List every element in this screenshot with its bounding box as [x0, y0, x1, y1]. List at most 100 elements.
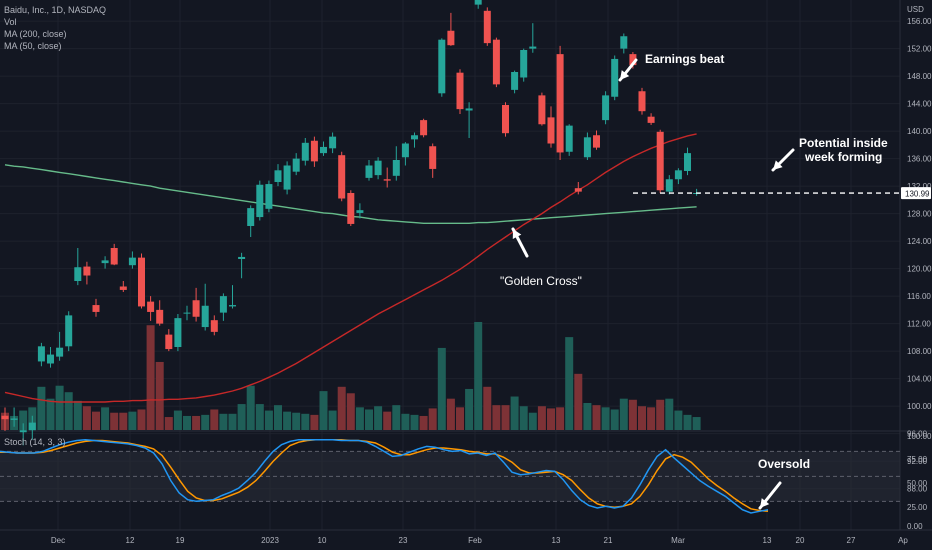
candle-body [538, 95, 546, 125]
volume-bar [255, 404, 264, 430]
time-tick: 13 [552, 536, 561, 545]
candle-body [593, 135, 600, 148]
candle-body [147, 301, 155, 312]
candle-body [201, 305, 209, 328]
volume-bar [574, 373, 583, 430]
candle-body [447, 30, 455, 46]
price-tick: 88.00 [907, 485, 928, 494]
stoch-pane: 100.00 75.00 50.00 25.00 0.00 [0, 432, 932, 531]
volume-bar [565, 337, 574, 430]
volume-bar [628, 399, 637, 430]
volume-bar [346, 393, 355, 430]
time-tick: 21 [604, 536, 613, 545]
candle-body [656, 131, 664, 191]
time-axis: Dec 12 19 2023 10 23 Feb 13 21 Mar 13 20 27 Ap [51, 536, 909, 545]
candle-body [101, 260, 109, 264]
time-tick: 2023 [261, 536, 279, 545]
candle-body [502, 105, 509, 134]
candle-body [492, 39, 500, 85]
volume-bar [692, 417, 701, 430]
arrow-head [620, 70, 630, 80]
candle-body [37, 346, 45, 362]
symbol-title: Baidu, Inc., 1D, NASDAQ [4, 5, 107, 15]
candle-body [128, 257, 136, 266]
candle-body [238, 256, 246, 259]
volume-bar [592, 405, 601, 430]
candle-body [210, 320, 218, 332]
chart-legend: Baidu, Inc., 1D, NASDAQ Vol MA (200, clo… [4, 4, 106, 52]
volume-bar [683, 414, 692, 430]
candle-body [92, 305, 100, 312]
annotation-inside-week: Potential inside [799, 136, 888, 150]
volume-bar [492, 405, 501, 430]
price-tick: 96.00 [907, 430, 928, 439]
volume-bar [219, 413, 228, 430]
volume-bar [210, 409, 219, 430]
candle-body [301, 142, 309, 161]
volume-bar [528, 412, 537, 430]
price-tick: 132.00 [907, 182, 932, 191]
candle-body [329, 136, 337, 149]
annotation-inside-week-2: week forming [804, 150, 882, 164]
volume-bar [647, 407, 656, 430]
arrow-head [760, 498, 770, 508]
candles [1, 0, 701, 446]
price-tick: 152.00 [907, 45, 932, 54]
price-tick: 148.00 [907, 72, 932, 81]
candle-body [674, 170, 682, 180]
candle-body [383, 179, 391, 181]
volume-bar [510, 396, 519, 430]
candle-body [465, 108, 473, 111]
volume-bar [674, 410, 683, 430]
volume-bar [638, 406, 646, 430]
candle-body [429, 146, 437, 169]
price-axis: USD88.0092.0096.00100.00104.00108.00112.… [633, 5, 932, 494]
volume-bar [119, 412, 128, 430]
volume-bar [101, 407, 110, 430]
volume-bar [201, 414, 210, 430]
time-tick: Ap [898, 536, 908, 545]
last-price-tag [901, 187, 931, 200]
volume-bar [192, 415, 201, 430]
candle-body [574, 188, 582, 192]
volume-bar [537, 406, 546, 430]
candle-body [156, 309, 164, 324]
annotation-golden-cross: "Golden Cross" [500, 274, 582, 288]
volume-bar [465, 388, 474, 430]
price-tick: 108.00 [907, 347, 932, 356]
volume-bar [437, 347, 446, 430]
volume-bar [428, 408, 437, 430]
price-tick: 116.00 [907, 292, 931, 301]
candle-body [356, 210, 364, 213]
volume-bar [355, 407, 364, 430]
price-tick: 156.00 [907, 17, 932, 26]
price-tick: 144.00 [907, 100, 932, 109]
arrow-head [512, 229, 522, 239]
volume-bar [164, 417, 173, 430]
candle-body [310, 140, 318, 162]
volume-bar [246, 385, 255, 430]
candle-body [611, 58, 619, 97]
time-tick: Feb [468, 536, 482, 545]
volume-bar [310, 414, 319, 430]
volume-bar [547, 408, 555, 430]
volume-bars [1, 322, 701, 430]
volume-bar [137, 409, 146, 430]
candle-body [274, 170, 282, 182]
volume-bar [92, 411, 100, 430]
candle-body [547, 117, 555, 144]
price-tick: 136.00 [907, 155, 932, 164]
candle-body [520, 50, 528, 78]
volume-bar [228, 413, 237, 430]
candle-body [583, 137, 591, 158]
volume-bar [237, 404, 246, 430]
candle-body [665, 179, 673, 192]
candle-body [511, 72, 519, 90]
candle-body [647, 116, 655, 123]
candle-body [401, 143, 409, 158]
candle-body [411, 135, 418, 140]
candle-body [684, 153, 691, 171]
volume-bar [556, 407, 565, 430]
